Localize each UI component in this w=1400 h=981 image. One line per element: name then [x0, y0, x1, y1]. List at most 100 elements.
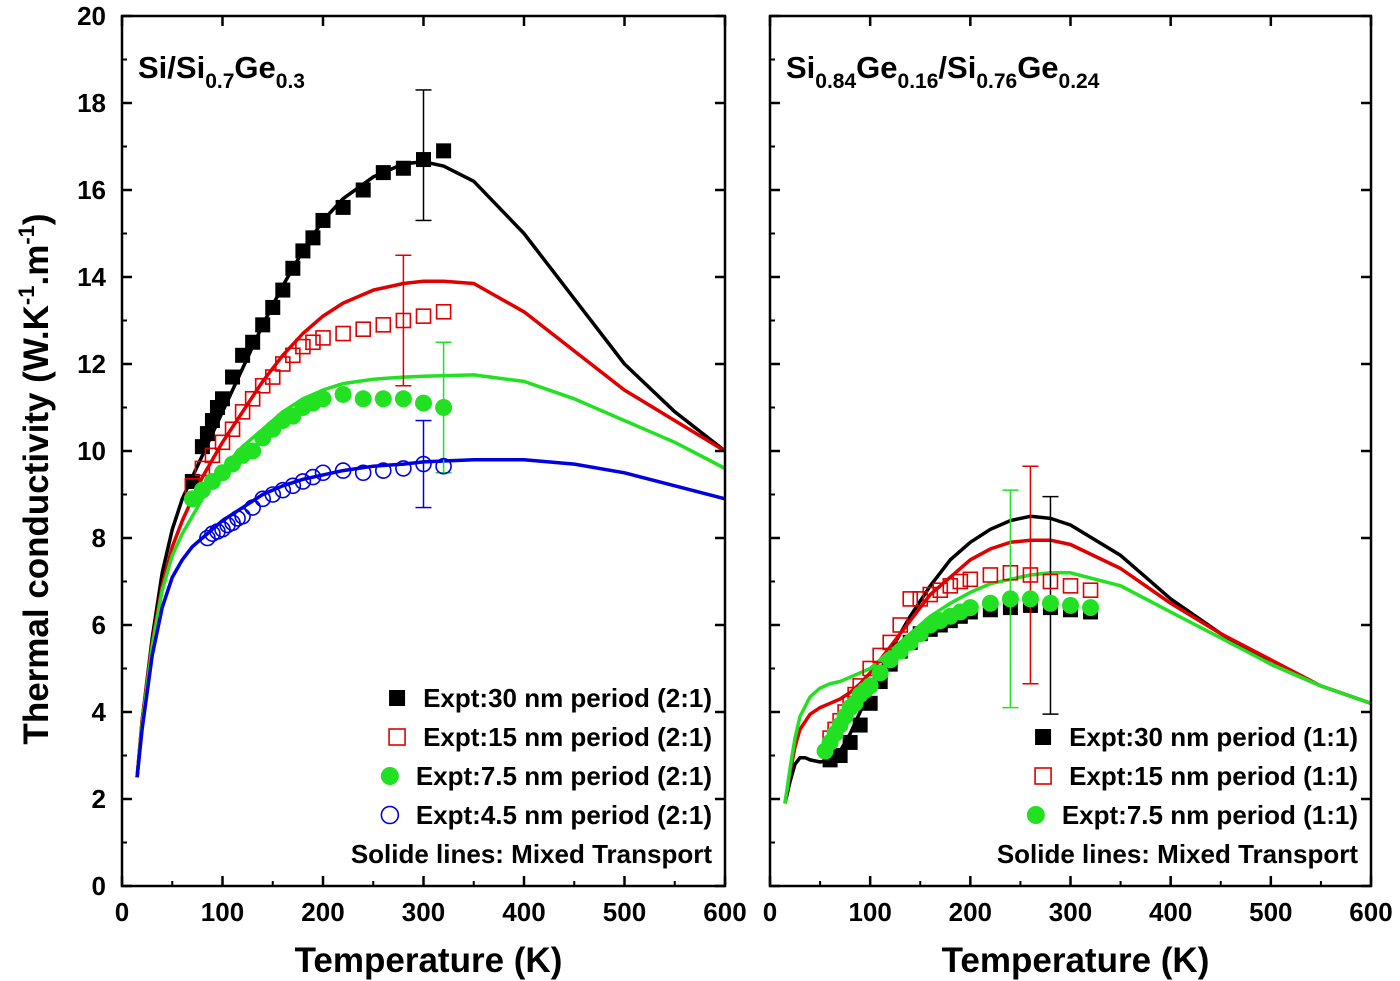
left-series-0-point — [204, 413, 220, 429]
left-model-line-7 — [135, 457, 725, 778]
right-series-1-point — [922, 586, 939, 603]
right-series-0 — [822, 495, 1099, 768]
left-series-0-point — [355, 182, 371, 198]
left-series-1-point — [194, 460, 211, 477]
right-series-2-errorbar — [1002, 489, 1019, 709]
right-x-tick-label: 100 — [848, 897, 891, 927]
left-series-0-point — [245, 334, 261, 350]
left-model-line-6 — [135, 373, 725, 778]
right-series-1-point — [882, 634, 899, 651]
right-legend-note: Solide lines: Mixed Transport — [997, 839, 1359, 869]
left-model-line-5 — [135, 279, 725, 778]
left-series-0-point — [275, 282, 291, 298]
left-series-0-point — [305, 230, 321, 246]
left-series-0-point — [295, 243, 311, 259]
left-series-1-point — [264, 369, 281, 385]
right-series-1-point — [1042, 573, 1059, 590]
left-series-1-point — [435, 303, 452, 320]
right-legend-marker — [1035, 729, 1052, 745]
left-chart-panel: 0 100 200 300 400 500 600 Temperature (K) 0 2 4 6 8 1… — [77, 1, 747, 980]
right-plot-area — [783, 465, 1371, 804]
left-x-axis-label: Temperature (K) — [295, 941, 563, 980]
right-x-tick-label: 200 — [949, 897, 992, 927]
left-series-3-point — [354, 464, 372, 482]
left-series-0-point — [315, 212, 331, 228]
right-series-1-point — [932, 582, 949, 599]
right-plot-frame — [768, 14, 1373, 888]
right-chart-panel: 0 100 200 300 400 500 600 Temperature (K) Si0.84… — [763, 14, 1393, 980]
left-legend-label: Expt:7.5 nm period (2:1) — [416, 761, 712, 791]
left-series-3-point — [304, 468, 322, 486]
right-legend-marker — [1034, 767, 1052, 785]
right-series-1-point — [1082, 582, 1099, 599]
left-chart-title: Si/Si0.7Ge0.3 — [138, 50, 305, 93]
left-series-0-point — [194, 439, 210, 455]
left-series-3-point — [294, 473, 312, 490]
y-axis-label: Thermal conductivity (W.K-1.m-1) — [14, 213, 56, 744]
right-series-2 — [816, 489, 1100, 760]
right-model-line-4 — [783, 538, 1371, 804]
left-x-tick-label: 100 — [201, 897, 244, 927]
left-y-tick-label: 0 — [92, 871, 106, 901]
right-series-2-point — [1021, 590, 1039, 608]
left-legend-label: Expt:30 nm period (2:1) — [423, 683, 712, 713]
left-y-tick-label: 18 — [77, 88, 106, 118]
right-series-2-point — [1082, 599, 1100, 617]
left-series-0-point — [199, 426, 215, 442]
right-legend-label: Expt:7.5 nm period (1:1) — [1062, 800, 1358, 830]
left-x-axis: 0 100 200 300 400 500 600 — [115, 16, 747, 927]
right-series-2-point — [1062, 596, 1079, 614]
left-series-1-point — [375, 317, 392, 333]
left-series-3-point — [234, 507, 251, 525]
left-series-0 — [184, 89, 452, 489]
left-legend-marker — [389, 690, 406, 706]
right-series-1-point — [982, 567, 999, 583]
left-series-0-point — [235, 347, 251, 363]
right-series-2-point — [961, 599, 979, 617]
right-x-tick-label: 0 — [763, 897, 777, 927]
left-series-0-point — [395, 160, 411, 176]
left-series-1-point — [274, 356, 291, 372]
left-legend-marker — [380, 805, 400, 825]
left-series-1-point — [204, 447, 221, 464]
left-plot-area — [135, 89, 725, 778]
right-series-0-point — [842, 734, 858, 750]
left-y-tick-label: 16 — [77, 175, 106, 205]
right-series-2-point — [861, 677, 879, 695]
left-y-tick-label: 8 — [92, 523, 106, 553]
right-series-1-errorbar — [1022, 465, 1039, 685]
right-series-2-point — [1041, 594, 1059, 612]
right-x-tick-label: 400 — [1149, 897, 1192, 927]
left-legend-label: Expt:15 nm period (2:1) — [423, 722, 712, 752]
right-series-1-point — [902, 591, 919, 607]
left-y-tick-label: 20 — [77, 1, 106, 31]
left-y-tick-label: 14 — [77, 262, 106, 292]
left-series-0-point — [285, 260, 301, 276]
left-series-1-errorbar — [395, 254, 412, 387]
left-y-tick-label: 12 — [77, 349, 106, 379]
left-series-2-point — [415, 394, 432, 412]
left-series-3-point — [374, 462, 392, 479]
left-series-3-point — [435, 457, 452, 475]
right-series-1-point — [952, 573, 969, 590]
left-series-0-point — [255, 317, 271, 333]
left-series-3-point — [264, 486, 282, 503]
left-series-2-point — [314, 390, 332, 408]
right-legend-label: Expt:15 nm period (1:1) — [1069, 761, 1358, 791]
left-series-0-point — [335, 199, 351, 215]
left-legend-note: Solide lines: Mixed Transport — [351, 839, 713, 869]
left-x-tick-label: 600 — [703, 897, 746, 927]
left-series-0-point — [436, 143, 452, 159]
right-x-tick-label: 600 — [1349, 897, 1392, 927]
left-legend-marker — [380, 767, 399, 785]
right-chart-title: Si0.84Ge0.16/Si0.76Ge0.24 — [786, 50, 1100, 93]
left-series-1-point — [305, 334, 321, 351]
left-y-tick-label: 4 — [92, 697, 107, 727]
left-series-2-point — [394, 390, 412, 408]
left-series-0-point — [265, 299, 281, 315]
left-legend-label: Expt:4.5 nm period (2:1) — [416, 800, 712, 830]
left-series-3-point — [244, 499, 261, 516]
right-series-1-point — [942, 578, 959, 594]
left-series-2-point — [334, 385, 352, 403]
left-series-3-point — [314, 464, 332, 482]
